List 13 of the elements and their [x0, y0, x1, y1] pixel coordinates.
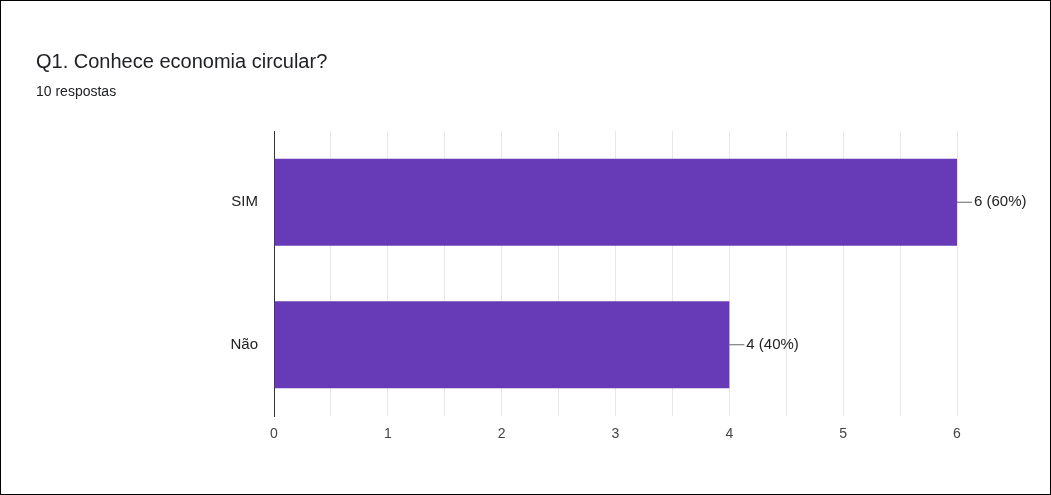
- data-label: 6 (60%): [974, 192, 1027, 210]
- text: 10 respostas: [36, 83, 117, 99]
- x-tick-label: 5: [839, 425, 848, 442]
- x-tick-label: 4: [725, 425, 734, 442]
- x-tick-label: 1: [383, 425, 392, 442]
- x-tick-label: 2: [497, 425, 506, 442]
- x-tick-label: 0: [270, 425, 279, 442]
- x-tick-label: 3: [611, 425, 620, 442]
- y-tick-label: Não: [230, 334, 258, 352]
- data-label: 4 (40%): [746, 334, 799, 352]
- y-tick-label: SIM: [231, 192, 258, 210]
- chart-title: Q1. Conhece economia circular?: [36, 50, 328, 73]
- x-tick-label: 6: [953, 425, 962, 442]
